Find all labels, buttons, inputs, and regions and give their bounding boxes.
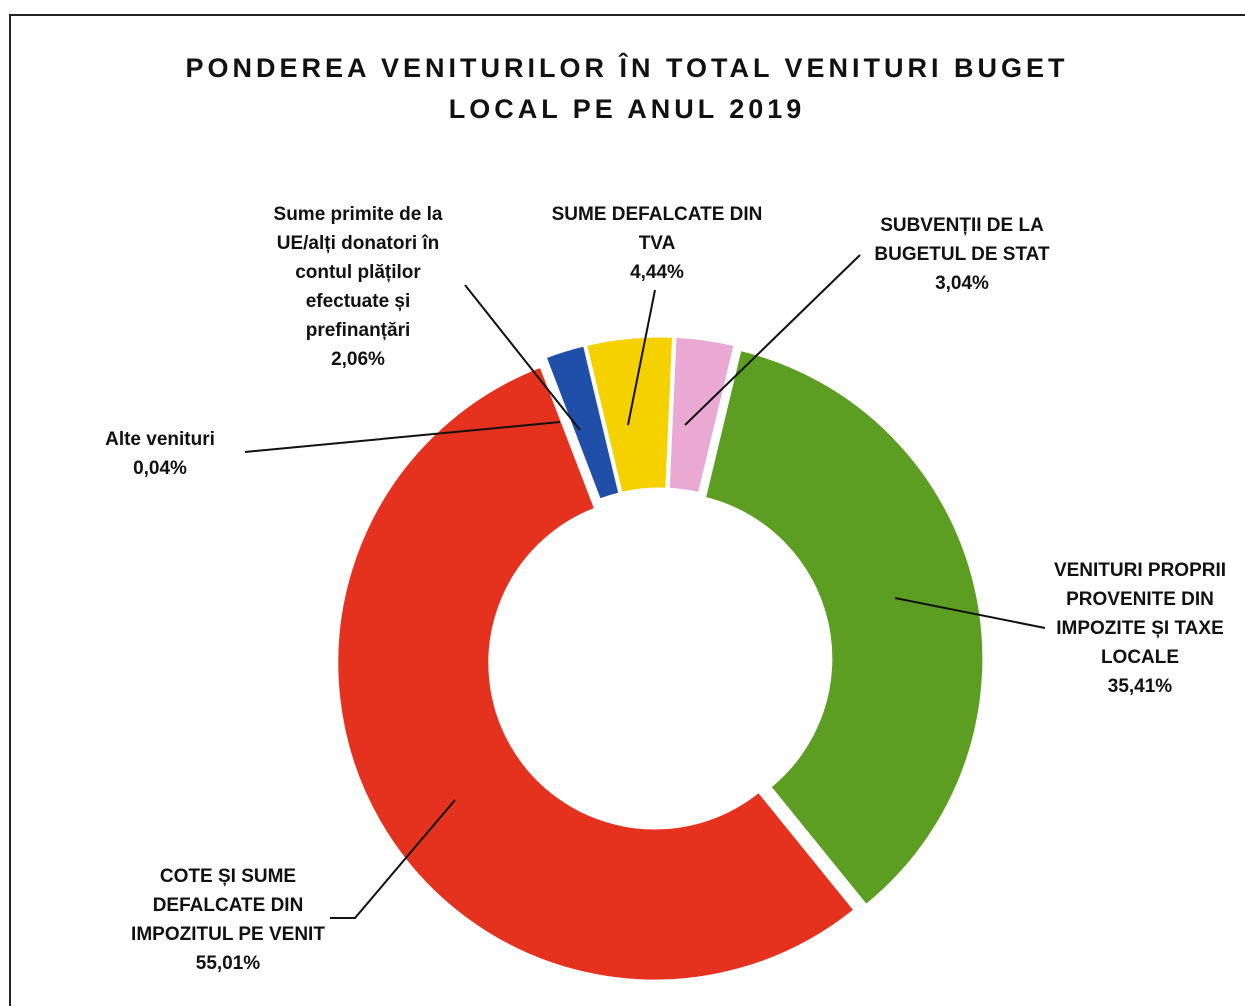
- slice-label: PROVENITE DIN: [1066, 589, 1214, 610]
- slice-label: Alte venituri: [105, 429, 215, 450]
- donut-slice: [702, 347, 986, 908]
- slice-label: IMPOZITE ȘI TAXE: [1056, 618, 1224, 639]
- slice-label: IMPOZITUL PE VENIT: [131, 924, 325, 945]
- slice-label: SUME DEFALCATE DIN: [552, 204, 763, 225]
- slice-label: COTE ȘI SUME: [160, 866, 296, 887]
- slice-value-label: 0,04%: [133, 458, 187, 479]
- slice-label: Sume primite de la: [274, 204, 443, 225]
- slice-label: prefinanțări: [306, 320, 411, 341]
- slice-label: BUGETUL DE STAT: [874, 244, 1050, 265]
- slice-label: DEFALCATE DIN: [153, 895, 304, 916]
- slice-value-label: 55,01%: [196, 953, 261, 974]
- leader-line: [330, 799, 456, 919]
- slice-label: SUBVENȚII DE LA: [880, 215, 1044, 236]
- chart-title: PONDEREA VENITURILOR ÎN TOTAL VENITURI B…: [185, 52, 1068, 83]
- slice-value-label: 35,41%: [1108, 676, 1173, 697]
- slice-label: UE/alți donatori în: [277, 233, 440, 254]
- slice-value-label: 4,44%: [630, 262, 684, 283]
- leader-line: [244, 421, 561, 453]
- slice-label: efectuate și: [306, 291, 411, 312]
- leader-line: [684, 254, 861, 426]
- slice-value-label: 2,06%: [331, 349, 385, 370]
- slice-label: contul plăților: [295, 262, 421, 283]
- donut-slice: [335, 364, 858, 983]
- slice-label: VENITURI PROPRII: [1054, 560, 1226, 581]
- donut-slice: [666, 334, 737, 496]
- frame: [9, 14, 1245, 1006]
- slice-label: TVA: [639, 233, 676, 254]
- chart-title: LOCAL PE ANUL 2019: [449, 94, 806, 124]
- leader-line: [464, 284, 581, 431]
- slice-label: LOCALE: [1101, 647, 1179, 668]
- leader-line: [894, 597, 1046, 629]
- leader-line: [627, 289, 656, 426]
- slice-value-label: 3,04%: [935, 273, 989, 294]
